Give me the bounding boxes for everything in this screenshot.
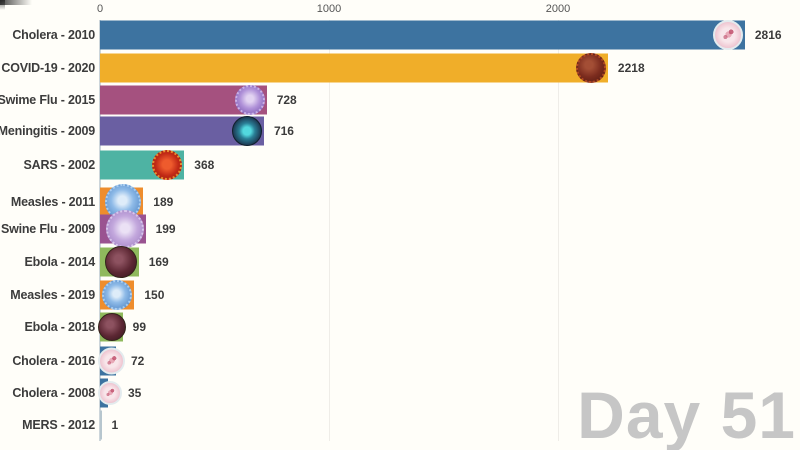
category-label: Cholera - 2010	[12, 28, 95, 42]
cholera-bacteria-icon	[98, 347, 125, 375]
gridline	[558, 20, 559, 441]
category-label: Swine Flu - 2009	[0, 222, 95, 236]
swine-flu-virus-icon	[105, 210, 144, 248]
cholera-bacteria-icon	[98, 381, 122, 405]
bar	[100, 410, 102, 440]
value-label: 189	[153, 195, 174, 209]
category-label: Ebola - 2018	[24, 320, 95, 334]
category-label: SARS - 2002	[23, 158, 96, 172]
sars-virus-icon	[152, 150, 183, 180]
category-label: Ebola - 2014	[24, 255, 95, 269]
coronavirus-icon	[575, 53, 606, 83]
value-label: 2816	[754, 28, 782, 42]
category-label: Measles - 2019	[10, 288, 95, 302]
value-label: 99	[132, 320, 147, 334]
day-counter: Day 51	[577, 377, 796, 450]
measles-virus-icon	[102, 280, 133, 310]
category-label: Cholera - 2016	[12, 354, 95, 368]
gridline	[329, 20, 330, 441]
value-label: 1	[111, 418, 119, 432]
category-label: Meningitis - 2009	[0, 124, 95, 138]
value-label: 72	[131, 354, 145, 368]
value-label: 2218	[617, 61, 645, 75]
value-label: 728	[276, 93, 297, 107]
ebola-virus-icon	[98, 313, 126, 341]
value-label: 35	[128, 386, 142, 400]
influenza-virus-icon	[234, 85, 265, 115]
screen-artifact	[0, 0, 32, 5]
bar	[100, 20, 745, 50]
category-label: Cholera - 2008	[12, 386, 95, 400]
value-label: 150	[144, 288, 165, 302]
bar	[100, 53, 608, 83]
meningitis-bacteria-icon	[231, 116, 262, 146]
screen-artifact	[0, 0, 5, 10]
value-label: 169	[148, 255, 169, 269]
value-label: 199	[155, 222, 176, 236]
ebola-virus-icon	[104, 246, 137, 278]
value-label: 716	[273, 124, 294, 138]
value-label: 368	[194, 158, 215, 172]
x-axis-tick-label: 0	[96, 3, 104, 15]
category-label: COVID-19 - 2020	[1, 61, 95, 75]
x-axis-tick-label: 2000	[545, 3, 571, 15]
cholera-bacteria-icon	[712, 20, 743, 50]
category-label: Swime Flu - 2015	[0, 93, 95, 107]
category-label: Measles - 2011	[10, 195, 95, 209]
category-label: MERS - 2012	[22, 418, 95, 432]
x-axis-tick-label: 1000	[316, 3, 342, 15]
